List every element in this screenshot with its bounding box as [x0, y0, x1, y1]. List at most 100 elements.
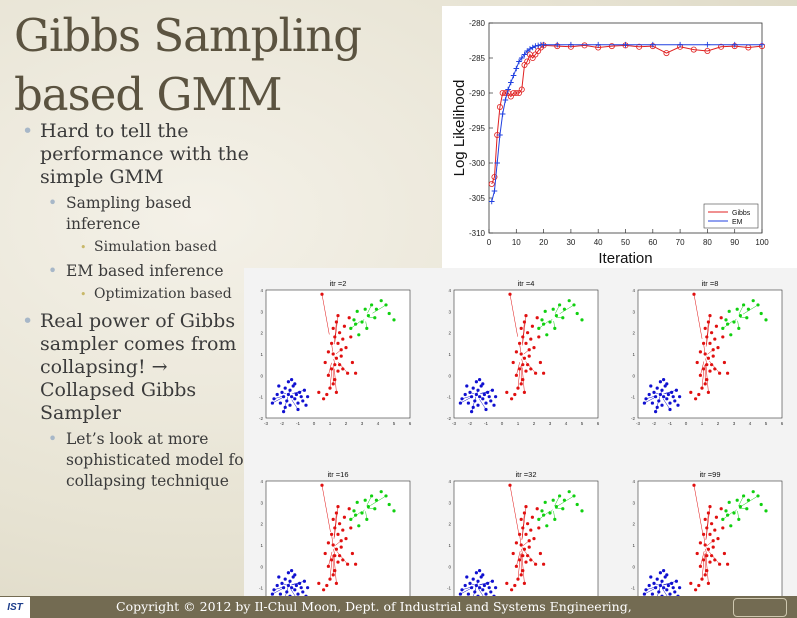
bullet-dot: •	[22, 120, 34, 142]
scatter-point-green	[745, 507, 749, 511]
scatter-point-red	[333, 378, 337, 382]
scatter-point-red	[336, 505, 340, 509]
scatter-point-red	[706, 511, 710, 515]
scatter-point-red	[695, 360, 699, 365]
scatter-point-green	[360, 511, 364, 515]
scatter-point-green	[363, 307, 367, 311]
scatter-point-green	[349, 326, 353, 330]
scatter-point-red	[341, 558, 345, 562]
scatter-point-red	[708, 341, 712, 345]
scatter-point-blue	[673, 590, 677, 594]
data-point-em	[527, 46, 533, 52]
scatter-point-blue	[673, 399, 677, 403]
y-tick-label: -1	[631, 395, 635, 400]
scatter-point-red	[705, 526, 709, 530]
scatter-point-red	[519, 573, 523, 577]
scatter-point-green	[553, 517, 557, 521]
scatter-point-blue	[674, 388, 678, 392]
scatter-point-blue	[676, 403, 680, 407]
legend-box	[703, 203, 759, 229]
scatter-point-green	[384, 303, 388, 307]
scatter-point-red	[338, 331, 342, 335]
log-likelihood-chart: -280 -285 -290 -295 -300 -305 -310 0 10 20 30 40 50 6…	[442, 6, 797, 268]
y-tick-label: -295	[469, 124, 486, 133]
scatter-point-red	[698, 373, 702, 377]
scatter-point-green	[738, 505, 742, 509]
scatter-point-red	[333, 569, 337, 573]
data-point-em	[488, 198, 495, 205]
scatter-point-blue	[270, 401, 274, 405]
scatter-point-green	[355, 500, 359, 504]
y-tick-label: 2	[632, 522, 635, 527]
scatter-point-green	[746, 498, 750, 502]
scatter-point-red	[718, 371, 722, 375]
scatter-point-red	[519, 352, 523, 356]
scatter-point-blue	[285, 590, 289, 594]
scatter-point-blue	[660, 388, 664, 392]
y-tick-label: 0	[632, 564, 635, 569]
scatter-point-blue	[478, 378, 482, 382]
assignment-line	[516, 551, 521, 567]
scatter-point-blue	[299, 586, 303, 590]
scatter-point-blue	[460, 397, 464, 401]
y-tick-label: 3	[448, 500, 451, 505]
scatter-point-red	[714, 324, 718, 328]
data-point-em	[595, 41, 601, 48]
scatter-point-blue	[652, 581, 656, 585]
scatter-point-red	[330, 367, 334, 371]
scatter-point-blue	[280, 390, 284, 394]
scatter-point-red	[334, 581, 338, 585]
scatter-point-red	[719, 316, 723, 320]
scatter-point-red	[521, 569, 525, 573]
panel-title: itr =8	[702, 279, 719, 288]
footer-bar	[0, 596, 797, 618]
scatter-point-blue	[293, 573, 297, 577]
y-tick-label: 1	[632, 352, 635, 357]
scatter-point-blue	[670, 390, 674, 394]
scatter-point-blue	[474, 571, 478, 575]
scatter-point-blue	[285, 399, 289, 403]
assignment-line	[334, 321, 337, 345]
scatter-point-blue	[275, 392, 279, 397]
assignment-line	[644, 396, 657, 404]
scatter-point-red	[524, 314, 528, 318]
x-tick-label: -1	[668, 421, 672, 426]
data-point-em	[499, 111, 506, 117]
y-tick-label: -2	[447, 416, 451, 421]
scatter-point-red	[710, 331, 714, 335]
scatter-point-blue	[668, 407, 672, 412]
scatter-point-red	[519, 517, 523, 521]
page-number-box	[733, 598, 787, 617]
assignment-line	[273, 395, 284, 400]
scatter-point-blue	[298, 390, 302, 394]
scatter-point-blue	[666, 583, 670, 588]
assignment-line	[738, 495, 744, 507]
y-tick-label: -280	[469, 19, 486, 28]
scatter-point-green	[572, 494, 576, 498]
scatter-point-red	[698, 541, 702, 545]
scatter-point-red	[331, 382, 335, 386]
scatter-point-blue	[492, 403, 496, 407]
scatter-point-red	[521, 554, 525, 558]
scatter-point-green	[759, 311, 763, 316]
scatter-point-green	[562, 307, 566, 311]
scatter-point-green	[764, 318, 768, 322]
scatter-point-green	[721, 517, 725, 521]
scatter-point-blue	[473, 399, 477, 403]
scatter-point-red	[519, 382, 523, 386]
scatter-point-green	[572, 303, 576, 307]
scatter-point-green	[562, 498, 566, 502]
x-tick-label: 1	[701, 421, 704, 426]
scatter-point-blue	[678, 586, 682, 590]
scatter-point-red	[703, 573, 707, 577]
scatter-point-blue	[494, 586, 498, 590]
scatter-point-blue	[277, 575, 281, 579]
scatter-point-blue	[474, 392, 478, 397]
scatter-point-red	[713, 558, 717, 562]
scatter-point-red	[344, 537, 348, 541]
scatter-point-green	[379, 490, 383, 494]
scatter-point-blue	[283, 386, 287, 390]
x-tick-label: 3	[549, 421, 552, 426]
scatter-point-blue	[275, 583, 279, 588]
scatter-point-red	[334, 547, 338, 551]
